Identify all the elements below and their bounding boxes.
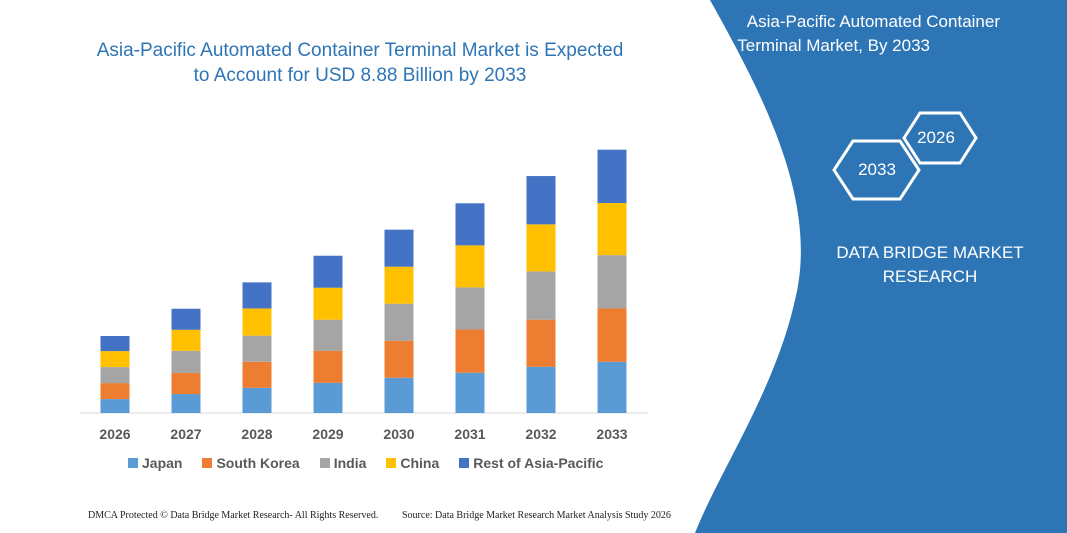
legend-item: China xyxy=(386,455,439,471)
x-tick-label: 2026 xyxy=(99,426,130,442)
legend-label: Japan xyxy=(142,455,183,471)
footer-source: Source: Data Bridge Market Research Mark… xyxy=(402,510,671,521)
bar-2029-india xyxy=(313,319,343,351)
bar-2029-japan xyxy=(313,382,343,413)
bar-2029-south-korea xyxy=(313,350,343,383)
chart-title: Asia-Pacific Automated Container Termina… xyxy=(60,38,660,88)
brand-name: DATA BRIDGE MARKET RESEARCH xyxy=(820,241,1040,289)
stacked-bar-chart: 2026 2027 2028 2029 2030 2031 2032 2033 xyxy=(80,149,648,442)
legend-swatch xyxy=(386,458,397,468)
bar-2026-india xyxy=(100,367,130,384)
bar-2028-india xyxy=(242,335,272,362)
legend-item: Rest of Asia-Pacific xyxy=(459,455,603,471)
bar-2027-india xyxy=(171,350,201,374)
bar-2030-india xyxy=(384,303,414,341)
x-tick-label: 2029 xyxy=(312,426,343,442)
legend-item: Japan xyxy=(128,455,182,471)
right-panel-title-line-2: Terminal Market, By 2033 xyxy=(737,36,930,55)
x-tick-label: 2030 xyxy=(383,426,414,442)
chart-title-line-1: Asia-Pacific Automated Container Termina… xyxy=(96,40,624,61)
bar-2031-china xyxy=(455,245,485,288)
bar-2032-south-korea xyxy=(526,319,556,367)
bar-2028-china xyxy=(242,308,272,336)
bar-2031-japan xyxy=(455,372,485,413)
bar-2031-south-korea xyxy=(455,329,485,373)
x-tick-label: 2027 xyxy=(170,426,201,442)
bar-2029-china xyxy=(313,287,343,320)
footer-copyright: DMCA Protected © Data Bridge Market Rese… xyxy=(88,510,379,521)
x-tick-label: 2033 xyxy=(596,426,627,442)
legend-swatch xyxy=(128,458,138,468)
bar-2031-india xyxy=(455,287,485,330)
x-tick-label: 2031 xyxy=(454,426,485,442)
legend-label: China xyxy=(400,455,440,471)
brand-line-2: RESEARCH xyxy=(882,267,978,286)
x-tick-label: 2028 xyxy=(241,426,272,442)
legend-item: South Korea xyxy=(202,455,300,471)
bar-2027-rest-of-asia-pacific xyxy=(171,308,201,330)
bar-2030-rest-of-asia-pacific xyxy=(384,229,414,267)
bar-2027-china xyxy=(171,329,201,351)
bar-2032-japan xyxy=(526,366,556,413)
bar-2028-south-korea xyxy=(242,361,272,388)
bar-2033-south-korea xyxy=(597,308,627,362)
hexagon-2026 xyxy=(902,111,978,165)
legend-swatch xyxy=(459,458,470,468)
bar-2030-south-korea xyxy=(384,340,414,378)
bar-2027-japan xyxy=(171,394,201,413)
bar-2030-japan xyxy=(384,377,414,413)
bar-2026-rest-of-asia-pacific xyxy=(100,335,130,352)
bar-2029-rest-of-asia-pacific xyxy=(313,255,343,288)
bar-2027-south-korea xyxy=(171,373,201,395)
legend-label: Rest of Asia-Pacific xyxy=(473,455,604,471)
legend-item: India xyxy=(319,455,367,471)
bar-2026-south-korea xyxy=(100,383,130,400)
bar-2026-japan xyxy=(100,399,130,413)
bar-2030-china xyxy=(384,266,414,304)
bar-2028-rest-of-asia-pacific xyxy=(242,282,272,309)
bar-2032-india xyxy=(526,271,556,320)
bar-2032-china xyxy=(526,224,556,272)
bar-2031-rest-of-asia-pacific xyxy=(455,203,485,246)
bar-2033-india xyxy=(597,255,627,309)
legend-label: India xyxy=(333,455,367,471)
brand-line-1: DATA BRIDGE MARKET xyxy=(836,243,1024,262)
right-panel-title: Asia-Pacific Automated Container Termina… xyxy=(700,10,1000,58)
right-panel-title-line-1: Asia-Pacific Automated Container xyxy=(746,12,1000,31)
bar-2028-japan xyxy=(242,387,272,413)
legend-swatch xyxy=(319,458,330,468)
bar-2033-japan xyxy=(597,361,627,413)
chart-title-line-2: to Account for USD 8.88 Billion by 2033 xyxy=(193,65,527,86)
x-tick-label: 2032 xyxy=(525,426,556,442)
legend-label: South Korea xyxy=(216,455,300,471)
hex-label-start: 2026 xyxy=(917,128,955,147)
chart-legend: Japan South Korea India China Rest of Asia-P… xyxy=(128,455,623,471)
bar-2026-china xyxy=(100,351,130,368)
bar-2033-rest-of-asia-pacific xyxy=(597,149,627,204)
hex-label-end: 2033 xyxy=(858,160,896,179)
hexagon-2033 xyxy=(832,139,921,201)
bar-2032-rest-of-asia-pacific xyxy=(526,176,556,225)
bar-2033-china xyxy=(597,203,627,256)
legend-swatch xyxy=(202,458,213,468)
